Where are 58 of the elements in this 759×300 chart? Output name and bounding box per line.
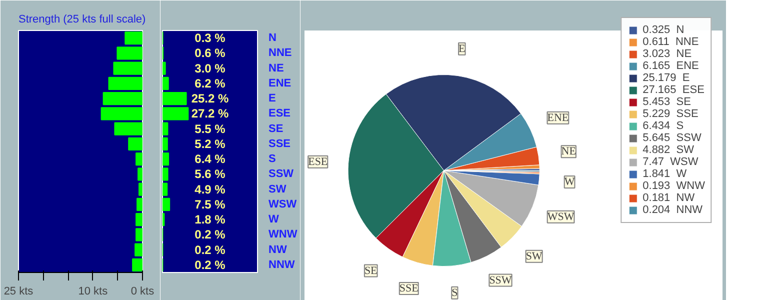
data-label: 0.2 % [194,242,226,257]
text: 25.179 E [642,72,690,84]
legend-label: 0.193 WNW [642,180,705,192]
y-tick-label: NNW [268,258,296,271]
y-tick-label: SSW [268,168,294,180]
legend-label: 0.325 N [642,24,684,36]
legend-label: 0.181 NW [642,192,695,204]
text: 6.434 S [642,120,684,132]
data-label: 3.0 % [194,61,226,76]
y-tick-label: ENE [268,77,292,90]
x-tick-label: 0 kts [130,286,155,298]
y-tick-label: SE [268,122,284,135]
y-tick-label: SW [268,183,287,196]
legend-label: 0.204 NNW [642,204,703,216]
text: 27.165 ESE [642,84,704,96]
data-label: 7.5 % [194,197,226,212]
text: 7.47 WSW [642,156,698,168]
chart-title: Strength (25 kts full scale) [18,14,146,26]
data-label: 1.8 % [194,212,226,227]
y-tick-label: ESE [268,108,291,120]
y-tick-label: S [268,153,276,166]
y-tick-label: E [268,92,276,105]
slice-label: NE [561,146,576,158]
text: 5.453 SE [642,96,691,108]
data-label: 5.5 % [194,122,226,136]
data-label: 0.6 % [194,46,226,60]
slice-label: SSE [399,282,419,295]
y-tick-label: SSE [268,138,291,150]
data-label: 27.2 % [191,106,230,121]
data-label: 6.4 % [194,152,226,166]
slice-label: ENE [547,112,569,124]
text: 5.229 SSE [642,108,698,120]
x-tick-label: 25 kts [4,286,34,298]
y-tick-label: NE [268,62,284,74]
y-tick-label: N [268,32,276,44]
data-label: 5.2 % [194,136,226,151]
data-label: 0.3 % [194,31,226,46]
y-tick-label: WNW [268,228,298,241]
data-label: 5.6 % [194,167,226,182]
slice-label: S [452,286,458,299]
slice-label: ESE [308,156,328,168]
data-label: 0.2 % [194,228,226,242]
y-tick-label: NW [268,244,288,256]
text: 5.645 SSW [642,132,702,144]
data-label: 4.9 % [194,182,226,196]
slice-label: SE [364,264,378,277]
y-tick-label: W [268,214,280,226]
y-tick-label: WSW [268,198,298,210]
text: 6.165 ENE [642,60,699,72]
text: 4.882 SW [642,144,694,156]
data-label: 6.2 % [194,76,226,90]
y-tick-label: NNE [268,47,292,60]
text: 1.841 W [642,168,687,180]
text: 3.023 NE [642,48,692,60]
x-tick-label: 10 kts [78,286,108,298]
data-label: 0.2 % [194,258,226,272]
data-label: 25.2 % [191,92,230,106]
legend-label: 0.611 NNE [642,36,699,48]
